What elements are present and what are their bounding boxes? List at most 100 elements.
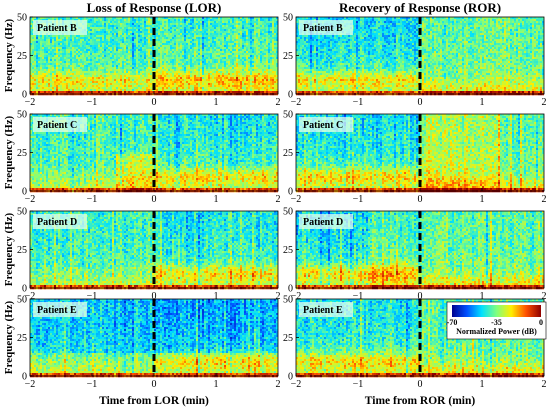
- heatmap-cell: [98, 23, 100, 25]
- heatmap-cell: [136, 19, 138, 21]
- heatmap-cell: [242, 47, 244, 49]
- heatmap-cell: [102, 59, 104, 61]
- heatmap-cell: [164, 43, 166, 45]
- heatmap-cell: [162, 35, 164, 37]
- heatmap-cell: [230, 33, 232, 35]
- heatmap-cell: [86, 47, 88, 49]
- heatmap-cell: [230, 19, 232, 21]
- heatmap-cell: [148, 19, 150, 21]
- heatmap-cell: [84, 55, 86, 57]
- heatmap-cell: [216, 31, 218, 33]
- heatmap-cell: [162, 19, 164, 21]
- heatmap-cell: [56, 47, 58, 49]
- heatmap-cell: [82, 35, 84, 37]
- heatmap-cell: [234, 25, 236, 27]
- heatmap-cell: [252, 55, 254, 57]
- heatmap-cell: [228, 61, 230, 63]
- heatmap-cell: [232, 45, 234, 47]
- heatmap-cell: [138, 43, 140, 45]
- heatmap-cell: [188, 45, 190, 47]
- heatmap-cell: [174, 41, 176, 43]
- heatmap-cell: [108, 27, 110, 29]
- heatmap-cell: [40, 53, 42, 55]
- heatmap-cell: [202, 25, 204, 27]
- heatmap-cell: [262, 31, 264, 33]
- heatmap-cell: [144, 51, 146, 53]
- heatmap-cell: [46, 63, 48, 65]
- heatmap-cell: [142, 19, 144, 21]
- heatmap-cell: [164, 31, 166, 33]
- heatmap-cell: [240, 23, 242, 25]
- heatmap-cell: [228, 21, 230, 23]
- heatmap-cell: [198, 29, 200, 31]
- heatmap-cell: [140, 57, 142, 59]
- heatmap-cell: [52, 55, 54, 57]
- heatmap-cell: [248, 51, 250, 53]
- heatmap-cell: [270, 57, 272, 59]
- heatmap-cell: [242, 27, 244, 29]
- heatmap-cell: [244, 41, 246, 43]
- heatmap-cell: [132, 53, 134, 55]
- heatmap-cell: [110, 59, 112, 61]
- heatmap-cell: [230, 35, 232, 37]
- heatmap-cell: [112, 23, 114, 25]
- heatmap-cell: [178, 25, 180, 27]
- heatmap-cell: [32, 63, 34, 65]
- heatmap-cell: [180, 61, 182, 63]
- heatmap-cell: [184, 21, 186, 23]
- heatmap-cell: [114, 37, 116, 39]
- heatmap-cell: [248, 37, 250, 39]
- heatmap-cell: [266, 47, 268, 49]
- heatmap-cell: [210, 59, 212, 61]
- heatmap-cell: [98, 29, 100, 31]
- heatmap-cell: [120, 47, 122, 49]
- heatmap-cell: [218, 39, 220, 41]
- heatmap-cell: [148, 53, 150, 55]
- heatmap-cell: [98, 25, 100, 27]
- heatmap-cell: [234, 51, 236, 53]
- heatmap-cell: [230, 43, 232, 45]
- heatmap-cell: [226, 25, 228, 27]
- heatmap-cell: [264, 39, 266, 41]
- heatmap-cell: [168, 35, 170, 37]
- heatmap-cell: [70, 49, 72, 51]
- heatmap-cell: [130, 41, 132, 43]
- heatmap-cell: [90, 49, 92, 51]
- heatmap-cell: [206, 35, 208, 37]
- heatmap-cell: [184, 45, 186, 47]
- heatmap-cell: [110, 53, 112, 55]
- heatmap-cell: [272, 61, 274, 63]
- heatmap-cell: [126, 45, 128, 47]
- heatmap-cell: [204, 37, 206, 39]
- heatmap-cell: [122, 51, 124, 53]
- heatmap-cell: [252, 23, 254, 25]
- heatmap-cell: [124, 39, 126, 41]
- heatmap-cell: [254, 55, 256, 57]
- heatmap-cell: [82, 39, 84, 41]
- heatmap-cell: [128, 55, 130, 57]
- heatmap-cell: [212, 51, 214, 53]
- heatmap-cell: [192, 21, 194, 23]
- heatmap-cell: [136, 35, 138, 37]
- heatmap-cell: [62, 37, 64, 39]
- heatmap-cell: [92, 23, 94, 25]
- heatmap-cell: [182, 49, 184, 51]
- heatmap-cell: [94, 19, 96, 21]
- heatmap-cell: [192, 51, 194, 53]
- heatmap-cell: [100, 61, 102, 63]
- heatmap-cell: [266, 35, 268, 37]
- heatmap-cell: [230, 45, 232, 47]
- heatmap-cell: [112, 47, 114, 49]
- heatmap-cell: [250, 23, 252, 25]
- heatmap-cell: [138, 57, 140, 59]
- heatmap-cell: [180, 49, 182, 51]
- heatmap-cell: [142, 27, 144, 29]
- heatmap-cell: [100, 31, 102, 33]
- heatmap-cell: [208, 31, 210, 33]
- heatmap-cell: [270, 33, 272, 35]
- heatmap-cell: [108, 35, 110, 37]
- heatmap-cell: [118, 27, 120, 29]
- heatmap-cell: [174, 23, 176, 25]
- heatmap-cell: [130, 23, 132, 25]
- heatmap-cell: [90, 29, 92, 31]
